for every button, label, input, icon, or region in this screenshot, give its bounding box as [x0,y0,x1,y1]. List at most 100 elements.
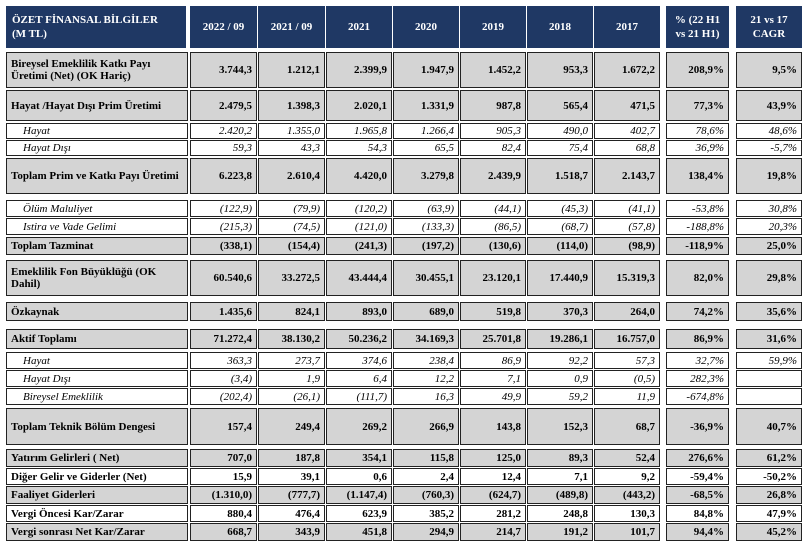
row-label: Toplam Teknik Bölüm Dengesi [6,408,188,445]
row-label: Hayat [6,352,188,369]
value-cell: 880,4 [190,505,257,522]
cagr-cell: 61,2% [736,449,802,467]
value-cell: 707,0 [190,449,257,467]
value-cell: 50.236,2 [326,329,392,349]
value-cell: 49,9 [460,388,526,405]
header-label-line2: (M TL) [12,28,47,40]
value-cell: 2.610,4 [258,158,325,194]
pct-cell: 77,3% [666,90,729,121]
value-cell: (1.147,4) [326,486,392,504]
value-cell: 490,0 [527,123,593,139]
pct-cell: -68,5% [666,486,729,504]
value-cell: 2.439,9 [460,158,526,194]
value-cell: 2.479,5 [190,90,257,121]
row-label: Toplam Prim ve Katkı Payı Üretimi [6,158,188,194]
value-cell: 451,8 [326,523,392,541]
cagr-cell: 25,0% [736,237,802,255]
header-year-2020: 2020 [393,6,459,48]
value-cell: 187,8 [258,449,325,467]
value-cell: 43,3 [258,140,325,156]
row-label: Emeklilik Fon Büyüklüğü (OK Dahil) [6,260,188,296]
cagr-cell [736,388,802,405]
value-cell: (777,7) [258,486,325,504]
value-cell: 266,9 [393,408,459,445]
value-cell: 249,4 [258,408,325,445]
value-cell: 1.266,4 [393,123,459,139]
row-label: Faaliyet Giderleri [6,486,188,504]
value-cell: 374,6 [326,352,392,369]
value-cell: (122,9) [190,200,257,217]
value-cell: 273,7 [258,352,325,369]
value-cell: 953,3 [527,52,593,88]
value-cell: 125,0 [460,449,526,467]
value-cell: 86,9 [460,352,526,369]
value-cell: (760,3) [393,486,459,504]
value-cell: 59,3 [190,140,257,156]
value-cell: 1.435,6 [190,302,257,321]
cagr-cell [736,370,802,387]
value-cell: 11,9 [594,388,660,405]
value-cell: (120,2) [326,200,392,217]
value-cell: 363,3 [190,352,257,369]
value-cell: 16,3 [393,388,459,405]
value-cell: 9,2 [594,468,660,485]
value-cell: (130,6) [460,237,526,255]
value-cell: 25.701,8 [460,329,526,349]
value-cell: (79,9) [258,200,325,217]
cagr-cell: 35,6% [736,302,802,321]
value-cell: (197,2) [393,237,459,255]
value-cell: 370,3 [527,302,593,321]
value-cell: 4.420,0 [326,158,392,194]
value-cell: 82,4 [460,140,526,156]
cagr-cell: 59,9% [736,352,802,369]
row-label: Toplam Tazminat [6,237,188,255]
value-cell: (41,1) [594,200,660,217]
value-cell: 115,8 [393,449,459,467]
row-label: Ölüm Maluliyet [6,200,188,217]
value-cell: (154,4) [258,237,325,255]
row-label: Vergi Öncesi Kar/Zarar [6,505,188,522]
value-cell: (98,9) [594,237,660,255]
value-cell: 101,7 [594,523,660,541]
value-cell: 402,7 [594,123,660,139]
value-cell: (443,2) [594,486,660,504]
value-cell: (215,3) [190,218,257,235]
cagr-cell: -5,7% [736,140,802,156]
value-cell: 269,2 [326,408,392,445]
value-cell: 893,0 [326,302,392,321]
value-cell: 214,7 [460,523,526,541]
cagr-cell: 45,2% [736,523,802,541]
header-label-line1: ÖZET FİNANSAL BİLGİLER [12,14,158,26]
header-year-2022-09: 2022 / 09 [190,6,257,48]
header-pct-change: % (22 H1 vs 21 H1) [666,6,729,48]
value-cell: 7,1 [460,370,526,387]
value-cell: 38.130,2 [258,329,325,349]
value-cell: 519,8 [460,302,526,321]
value-cell: 385,2 [393,505,459,522]
value-cell: (3,4) [190,370,257,387]
pct-cell: 82,0% [666,260,729,296]
pct-cell: 94,4% [666,523,729,541]
value-cell: 34.169,3 [393,329,459,349]
value-cell: 54,3 [326,140,392,156]
value-cell: 0,6 [326,468,392,485]
value-cell: 15,9 [190,468,257,485]
value-cell: 15.319,3 [594,260,660,296]
value-cell: 294,9 [393,523,459,541]
value-cell: 471,5 [594,90,660,121]
value-cell: 565,4 [527,90,593,121]
value-cell: 23.120,1 [460,260,526,296]
value-cell: 6,4 [326,370,392,387]
value-cell: 1.965,8 [326,123,392,139]
value-cell: 157,4 [190,408,257,445]
value-cell: 59,2 [527,388,593,405]
value-cell: (74,5) [258,218,325,235]
value-cell: 12,4 [460,468,526,485]
header-pct-line2: vs 21 H1) [675,28,720,40]
value-cell: 1.398,3 [258,90,325,121]
value-cell: 689,0 [393,302,459,321]
value-cell: 92,2 [527,352,593,369]
value-cell: (86,5) [460,218,526,235]
pct-cell: -36,9% [666,408,729,445]
value-cell: 668,7 [190,523,257,541]
